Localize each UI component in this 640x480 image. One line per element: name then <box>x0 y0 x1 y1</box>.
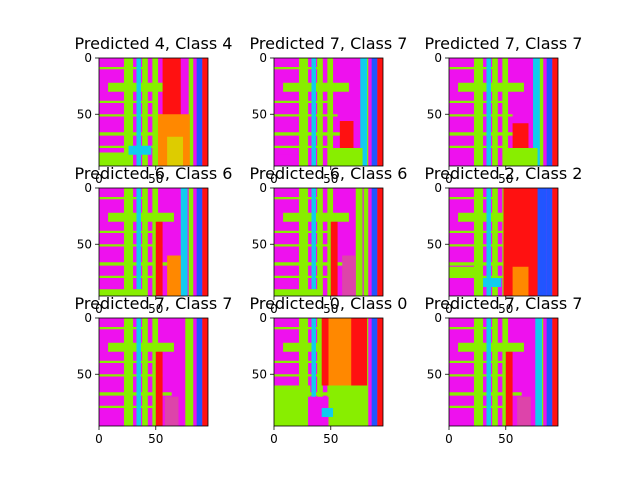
y-tick-label: 50 <box>77 107 92 121</box>
y-tick-label: 50 <box>77 367 92 381</box>
x-tick-label: 50 <box>148 172 163 186</box>
y-tick-label: 50 <box>252 367 267 381</box>
x-tick-label: 0 <box>95 432 103 446</box>
subplot-title: Predicted 7, Class 7 <box>425 294 583 313</box>
axes-frame <box>273 187 384 297</box>
y-tick-label: 0 <box>434 181 442 195</box>
subplot-title: Predicted 6, Class 6 <box>75 164 233 183</box>
y-tick-label: 0 <box>434 51 442 65</box>
heatmap-image <box>449 58 558 166</box>
axes-frame <box>448 317 559 427</box>
heatmap-image <box>449 318 558 426</box>
heatmap-image <box>274 318 383 426</box>
axes-frame <box>98 187 209 297</box>
axes-frame <box>98 317 209 427</box>
x-tick-label: 0 <box>270 302 278 316</box>
y-tick-label: 50 <box>252 107 267 121</box>
x-tick-label: 50 <box>323 302 338 316</box>
y-tick-label: 0 <box>84 181 92 195</box>
y-tick-label: 50 <box>427 107 442 121</box>
y-tick-label: 0 <box>84 51 92 65</box>
y-tick-label: 0 <box>84 311 92 325</box>
y-tick-label: 50 <box>427 237 442 251</box>
axes-frame <box>448 187 559 297</box>
subplot-title: Predicted 4, Class 4 <box>75 34 233 53</box>
y-tick-label: 50 <box>427 367 442 381</box>
y-tick-label: 50 <box>252 237 267 251</box>
x-tick-label: 0 <box>270 432 278 446</box>
subplot-title: Predicted 7, Class 7 <box>425 34 583 53</box>
subplot-title: Predicted 2, Class 2 <box>425 164 583 183</box>
y-tick-label: 0 <box>259 181 267 195</box>
subplot-title: Predicted 7, Class 7 <box>250 34 408 53</box>
subplot-title: Predicted 0, Class 0 <box>250 294 408 313</box>
subplot-2: 0 50 0 50 Predicted 7, Class 7 <box>425 34 583 186</box>
x-tick-label: 0 <box>270 172 278 186</box>
x-tick-label: 0 <box>95 172 103 186</box>
x-tick-label: 50 <box>498 302 513 316</box>
y-tick-label: 0 <box>259 311 267 325</box>
axes-frame <box>273 57 384 167</box>
axes-frame <box>448 57 559 167</box>
heatmap-image <box>274 188 383 296</box>
heatmap-image <box>99 188 208 296</box>
heatmap-image <box>99 58 208 166</box>
axes-frame <box>273 317 384 427</box>
x-tick-label: 50 <box>498 172 513 186</box>
subplot-title: Predicted 7, Class 7 <box>75 294 233 313</box>
x-tick-label: 50 <box>323 432 338 446</box>
y-tick-label: 0 <box>434 311 442 325</box>
heatmap-image <box>449 188 558 296</box>
subplot-title: Predicted 6, Class 6 <box>250 164 408 183</box>
x-tick-label: 50 <box>498 432 513 446</box>
y-tick-label: 50 <box>77 237 92 251</box>
subplot-0: 0 50 0 50 Predicted 4, Class 4 <box>75 34 233 186</box>
x-tick-label: 0 <box>445 172 453 186</box>
heatmap-image <box>274 58 383 166</box>
subplot-1: 0 50 0 50 Predicted 7, Class 7 <box>250 34 408 186</box>
y-tick-label: 0 <box>259 51 267 65</box>
x-tick-label: 0 <box>445 432 453 446</box>
axes-frame <box>98 57 209 167</box>
x-tick-label: 50 <box>148 432 163 446</box>
heatmap-image <box>99 318 208 426</box>
x-tick-label: 0 <box>95 302 103 316</box>
x-tick-label: 0 <box>445 302 453 316</box>
x-tick-label: 50 <box>323 172 338 186</box>
x-tick-label: 50 <box>148 302 163 316</box>
